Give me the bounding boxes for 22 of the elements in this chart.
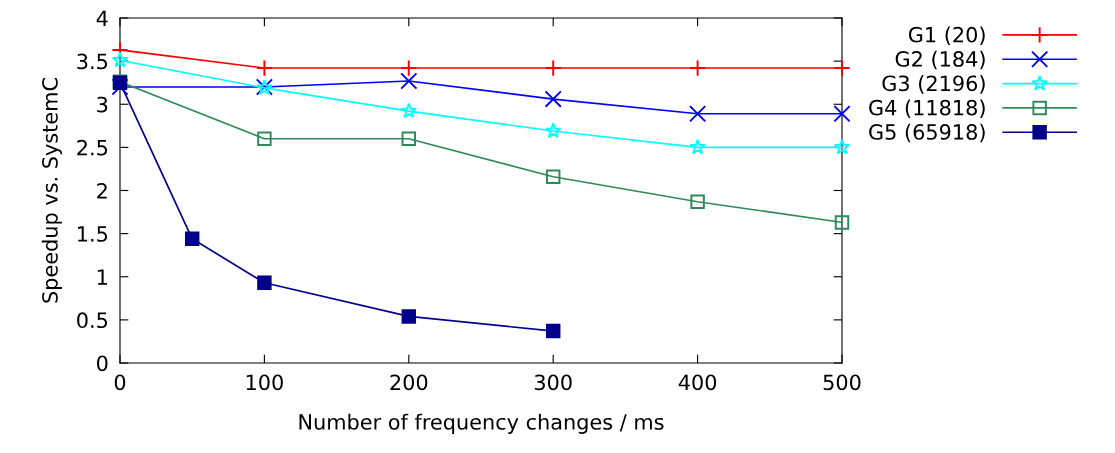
legend-label: G2 (184) <box>895 50 985 70</box>
x-tick-label: 200 <box>390 374 428 391</box>
y-tick-label: 1.5 <box>78 226 108 242</box>
y-tick-label: 2 <box>97 182 107 199</box>
y-tick-label: 0 <box>97 355 108 372</box>
x-tick-label: 400 <box>678 374 717 391</box>
y-axis-title: Speedup vs. SystemC <box>41 78 62 303</box>
x-tick-label: 300 <box>534 374 572 391</box>
y-tick-label: 1 <box>97 269 107 285</box>
y-tick-label: 2.5 <box>77 139 108 156</box>
y-tick-label: 3 <box>97 96 108 113</box>
legend-label: G5 (65918) <box>869 123 985 143</box>
y-tick-label: 3.5 <box>77 53 108 70</box>
y-tick-label: 4 <box>96 10 108 26</box>
x-tick-label: 100 <box>246 374 283 391</box>
legend-label: G3 (2196) <box>882 75 985 94</box>
legend-label: G1 (20) <box>908 26 985 45</box>
x-axis-title: Number of frequency changes / ms <box>299 413 664 434</box>
legend-label: G4 (11818) <box>869 99 985 118</box>
y-tick-label: 0.5 <box>77 312 108 329</box>
x-tick-label: 500 <box>823 374 861 391</box>
x-tick-label: 0 <box>114 374 126 391</box>
